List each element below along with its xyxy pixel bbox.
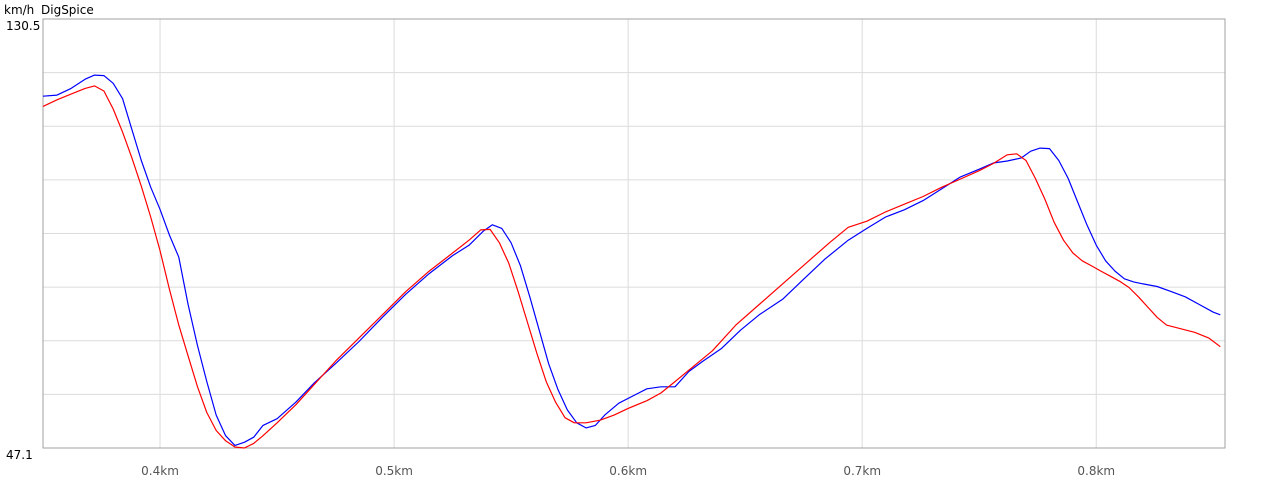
series-layer <box>42 74 1221 449</box>
y-min-tick-label: 47.1 <box>6 448 33 462</box>
grid-layer <box>43 19 1225 448</box>
x-tick-label: 0.5km <box>375 464 413 478</box>
red-speed-line <box>42 85 1221 449</box>
y-axis-unit-label: km/h <box>4 3 34 17</box>
x-tick-label: 0.6km <box>609 464 647 478</box>
x-tick-labels: 0.4km 0.5km 0.6km 0.7km 0.8km <box>141 464 1115 478</box>
blue-speed-line <box>42 74 1221 446</box>
x-tick-label: 0.4km <box>141 464 179 478</box>
y-max-tick-label: 130.5 <box>6 19 40 33</box>
x-tick-label: 0.7km <box>843 464 881 478</box>
plot-frame <box>42 18 1226 449</box>
x-tick-label: 0.8km <box>1077 464 1115 478</box>
chart-title: DigSpice <box>41 3 94 17</box>
